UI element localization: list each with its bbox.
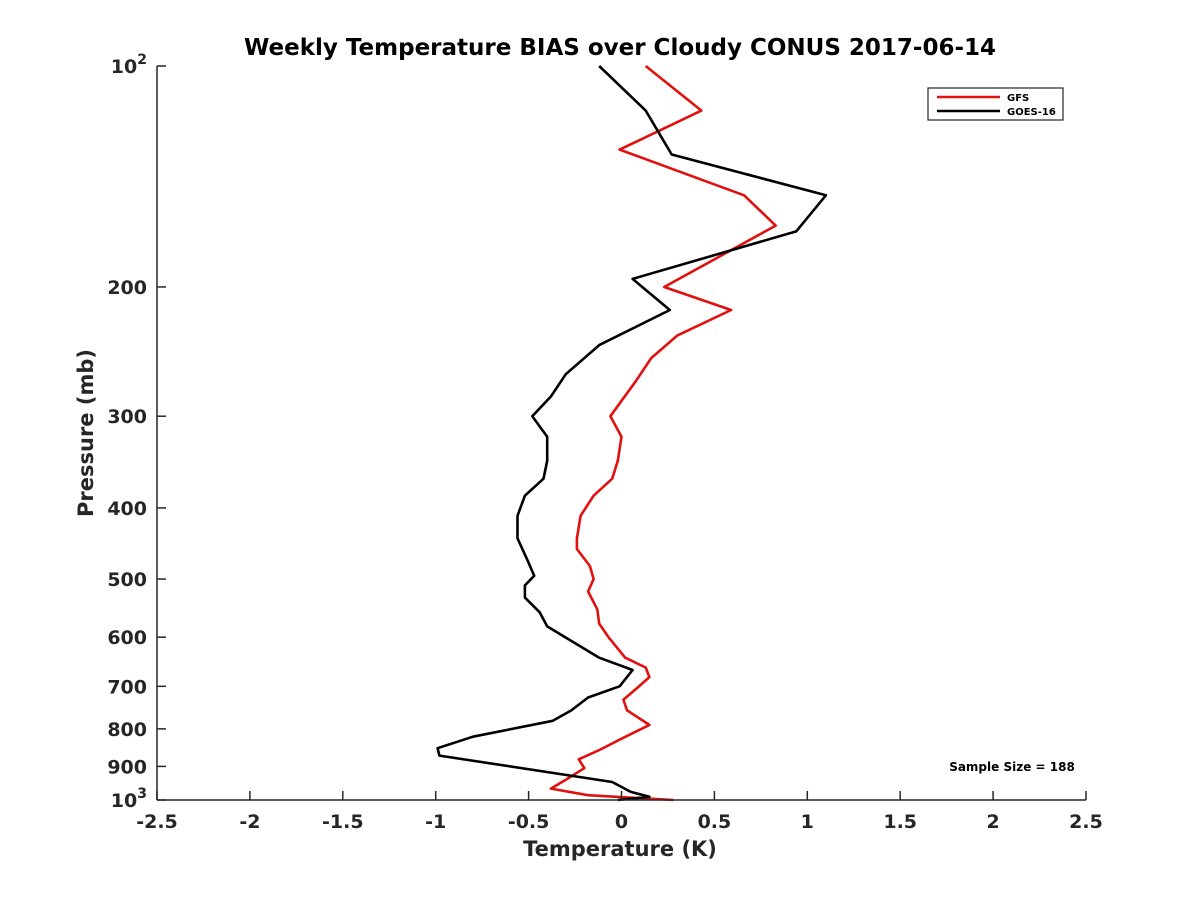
y-tick-label: 400 [107,498,147,520]
x-tick-label: 0.5 [698,811,732,833]
y-tick-label: 600 [107,627,147,649]
y-tick-exponent: 3 [137,786,147,802]
y-tick-label: 500 [107,569,147,591]
series-layer [436,64,828,802]
series-line-gfs [549,64,778,802]
legend-label-goes16: GOES-16 [1007,107,1056,118]
series-line-goes-16 [436,65,828,802]
x-tick-label: 2.5 [1069,811,1103,833]
x-tick-label: 0 [615,811,628,833]
sample-size-annotation: Sample Size = 188 [949,760,1075,774]
y-tick-label: 300 [107,406,147,428]
chart-title: Weekly Temperature BIAS over Cloudy CONU… [244,35,996,61]
y-tick-base: 10 [111,790,137,812]
y-tick-exponent: 2 [137,52,147,68]
x-tick-label: -0.5 [508,811,550,833]
x-tick-label: 1 [801,811,814,833]
x-tick-label: 2 [986,811,999,833]
x-tick-label: 1.5 [883,811,917,833]
x-axis-label: Temperature (K) [523,837,717,861]
y-tick-label: 700 [107,676,147,698]
legend-label-gfs: GFS [1007,93,1029,104]
legend: GFS GOES-16 [927,87,1064,121]
y-tick-base: 10 [111,56,137,78]
legend-box [927,87,1064,121]
y-tick-label: 800 [107,719,147,741]
x-tick-label: -2 [239,811,260,833]
y-axis-label: Pressure (mb) [74,349,98,517]
y-tick-label: 900 [107,756,147,778]
x-tick-label: -1 [425,811,446,833]
x-tick-label: -1.5 [322,811,364,833]
y-tick-label: 200 [107,277,147,299]
x-tick-label: -2.5 [136,811,178,833]
x-ticks: -2.5 -2 -1.5 -1 -0.5 0 0.5 1 1.5 2 2.5 [136,791,1103,833]
y-tick-label: 102 [111,52,147,78]
y-tick-label: 103 [111,786,147,812]
